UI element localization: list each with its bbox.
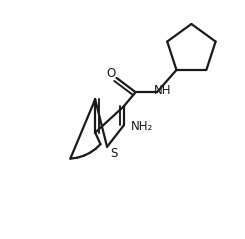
- Text: NH₂: NH₂: [130, 120, 153, 133]
- Text: NH: NH: [153, 85, 171, 98]
- Text: S: S: [110, 147, 118, 160]
- Text: O: O: [106, 67, 115, 80]
